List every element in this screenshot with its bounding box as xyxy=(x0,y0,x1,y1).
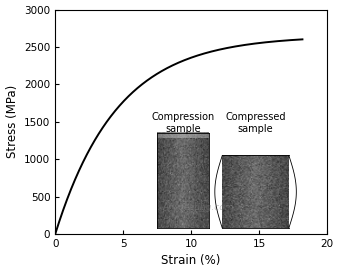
Text: AnyTesting.com: AnyTesting.com xyxy=(162,203,234,212)
Text: Compression
sample: Compression sample xyxy=(151,112,215,134)
Y-axis label: Stress (MPa): Stress (MPa) xyxy=(5,85,19,158)
Text: Compressed
sample: Compressed sample xyxy=(225,112,286,134)
X-axis label: Strain (%): Strain (%) xyxy=(161,254,221,268)
